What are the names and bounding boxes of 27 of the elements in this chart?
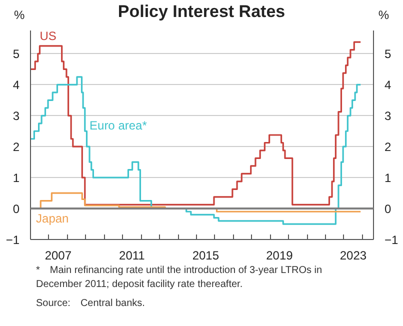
- y2-tick-label: 5: [384, 47, 392, 62]
- series-label: Euro area*: [90, 118, 148, 133]
- y-tick-label: 2: [12, 140, 20, 154]
- y-tick-label: 0: [12, 202, 20, 216]
- text: * Main refinancing rate until the introduction of 3-year LTROs in December 2011; deposit facility rate thereafter.: [36, 264, 324, 292]
- y-tick-label: 4: [12, 78, 20, 92]
- x-tick-label: 2019: [266, 248, 294, 262]
- x-tick-label: 2015: [192, 248, 220, 262]
- chart-title: Policy Interest Rates: [118, 1, 286, 23]
- y2-tick-label: 2: [384, 140, 392, 154]
- y-tick-label: 1: [12, 171, 20, 186]
- y-tick-label: 5: [12, 47, 20, 62]
- y-axis-title: %: [14, 7, 25, 24]
- source-note: Source: Central banks.: [36, 296, 146, 311]
- y2-tick-label: −1: [384, 233, 399, 247]
- y-tick-label: 3: [12, 109, 20, 124]
- series-label: US: [40, 28, 56, 43]
- y2-tick-label: 4: [384, 78, 392, 92]
- y-tick-label: −1: [6, 233, 20, 247]
- y2-axis-title: %: [378, 7, 389, 24]
- x-tick-label: 2007: [44, 248, 72, 262]
- x-tick-label: 2023: [340, 248, 367, 262]
- y2-tick-label: 0: [384, 202, 392, 216]
- y2-tick-label: 3: [384, 109, 392, 124]
- series-label: Japan: [36, 212, 69, 226]
- y2-tick-label: 1: [384, 171, 392, 186]
- x-tick-label: 2011: [119, 248, 146, 262]
